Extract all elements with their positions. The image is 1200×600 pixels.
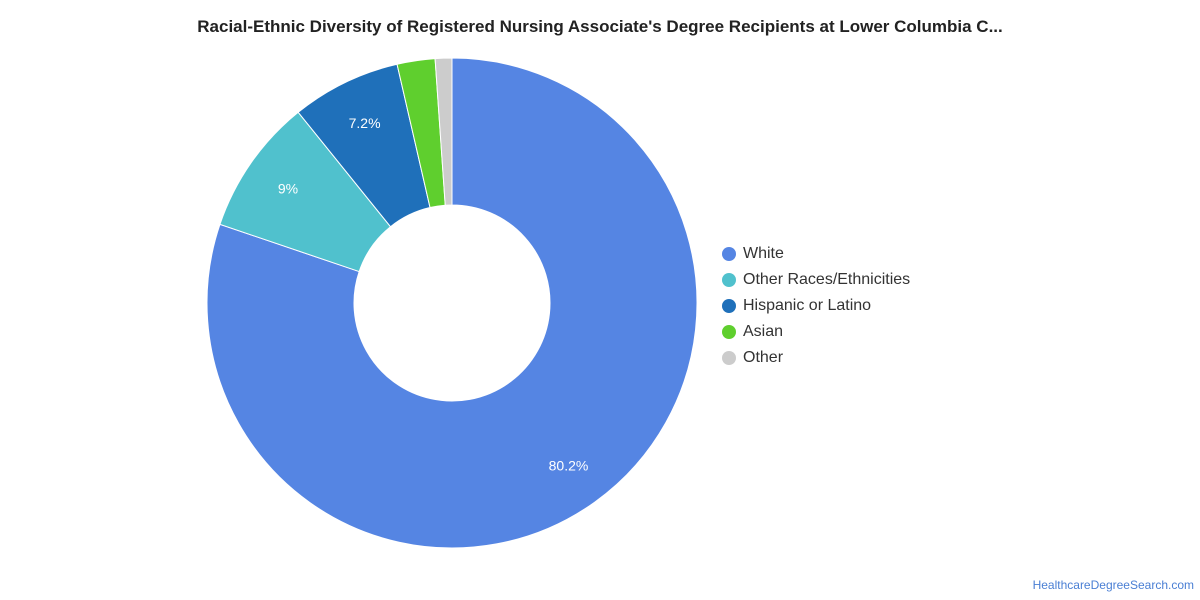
chart-legend: White Other Races/Ethnicities Hispanic or …: [722, 241, 910, 371]
slice-white[interactable]: [206, 57, 698, 549]
legend-label: Other: [743, 349, 784, 366]
slice-other[interactable]: [434, 57, 453, 206]
legend-item-asian[interactable]: Asian: [722, 319, 910, 345]
legend-label: Other Races/Ethnicities: [743, 271, 911, 288]
legend-item-other[interactable]: Other: [722, 345, 910, 371]
legend-item-other-races-ethnicities[interactable]: Other Races/Ethnicities: [722, 267, 910, 293]
donut-slices: [206, 57, 698, 549]
legend-swatch: [722, 351, 736, 365]
legend-label: Asian: [743, 323, 784, 340]
legend-item-white[interactable]: White: [722, 241, 910, 267]
source-watermark[interactable]: HealthcareDegreeSearch.com: [1032, 578, 1194, 592]
legend-swatch: [722, 273, 736, 287]
slice-label-other-races-ethnicities: 9%: [278, 181, 298, 197]
slice-labels: 80.2% 9% 7.2%: [278, 115, 588, 473]
legend-label: Hispanic or Latino: [743, 297, 872, 314]
chart-title: Racial-Ethnic Diversity of Registered Nu…: [197, 17, 1003, 36]
legend-label: White: [743, 245, 784, 262]
legend-item-hispanic-or-latino[interactable]: Hispanic or Latino: [722, 293, 910, 319]
slice-label-white: 80.2%: [549, 458, 589, 474]
slice-label-hispanic-or-latino: 7.2%: [349, 115, 381, 131]
legend-swatch: [722, 247, 736, 261]
legend-swatch: [722, 299, 736, 313]
legend-swatch: [722, 325, 736, 339]
